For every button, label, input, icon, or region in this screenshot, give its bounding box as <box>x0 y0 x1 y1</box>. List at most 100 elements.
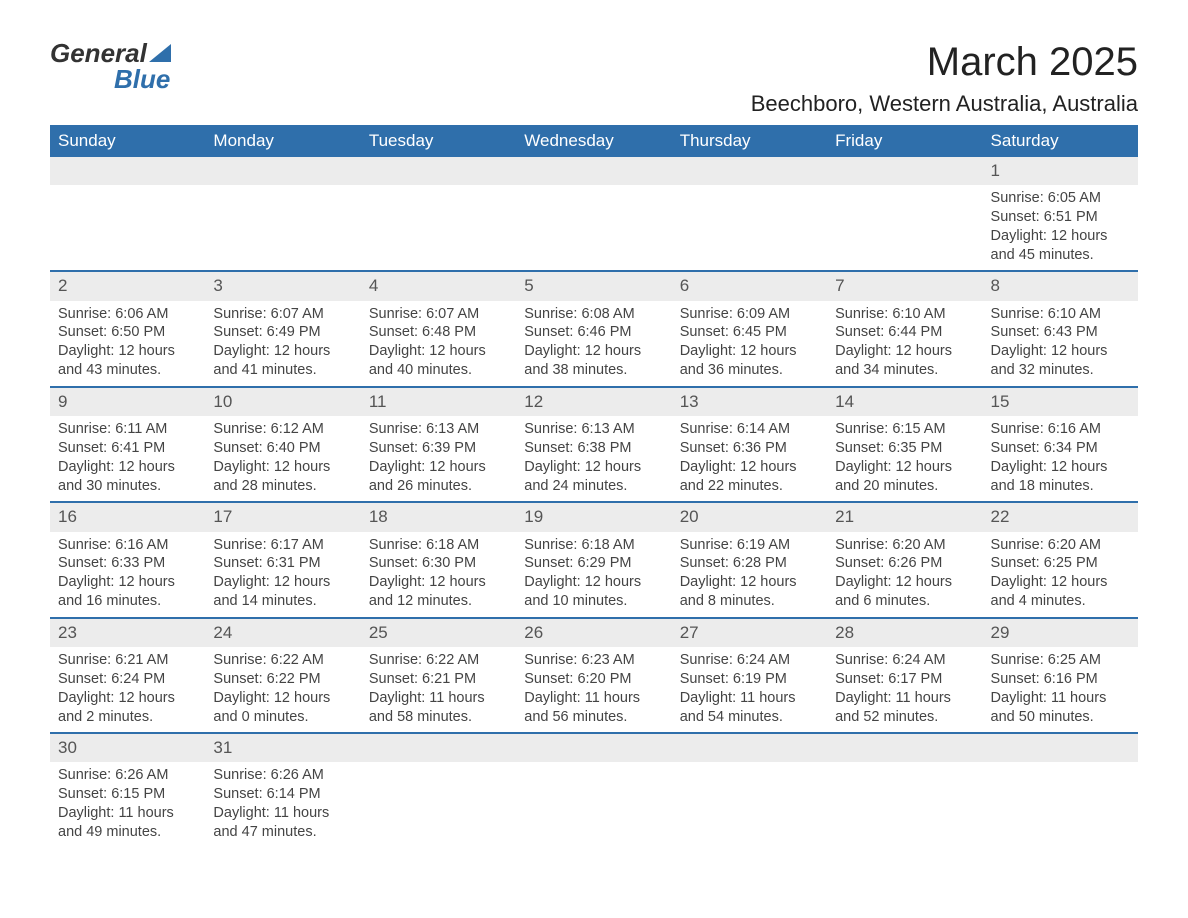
sunrise-text: Sunrise: 6:08 AM <box>524 305 663 324</box>
sunset-text: Sunset: 6:44 PM <box>835 323 974 342</box>
day-number-row: 9101112131415 <box>50 387 1138 416</box>
day-detail-cell: Sunrise: 6:20 AMSunset: 6:25 PMDaylight:… <box>983 532 1138 618</box>
sunset-text: Sunset: 6:45 PM <box>680 323 819 342</box>
sunset-text: Sunset: 6:48 PM <box>369 323 508 342</box>
sunrise-text: Sunrise: 6:24 AM <box>680 651 819 670</box>
day-number-cell <box>983 733 1138 762</box>
daylight-text: Daylight: 11 hours and 47 minutes. <box>213 804 352 842</box>
sunrise-text: Sunrise: 6:17 AM <box>213 536 352 555</box>
day-detail-cell <box>672 185 827 271</box>
sunset-text: Sunset: 6:29 PM <box>524 554 663 573</box>
sunrise-text: Sunrise: 6:19 AM <box>680 536 819 555</box>
day-detail-cell <box>50 185 205 271</box>
daylight-text: Daylight: 12 hours and 2 minutes. <box>58 689 197 727</box>
day-detail-row: Sunrise: 6:06 AMSunset: 6:50 PMDaylight:… <box>50 301 1138 387</box>
day-detail-cell: Sunrise: 6:13 AMSunset: 6:39 PMDaylight:… <box>361 416 516 502</box>
day-detail-cell: Sunrise: 6:26 AMSunset: 6:14 PMDaylight:… <box>205 762 360 847</box>
sunset-text: Sunset: 6:49 PM <box>213 323 352 342</box>
sunrise-text: Sunrise: 6:23 AM <box>524 651 663 670</box>
weekday-header: Friday <box>827 125 982 157</box>
day-detail-cell: Sunrise: 6:16 AMSunset: 6:34 PMDaylight:… <box>983 416 1138 502</box>
day-detail-cell: Sunrise: 6:15 AMSunset: 6:35 PMDaylight:… <box>827 416 982 502</box>
sunrise-text: Sunrise: 6:18 AM <box>524 536 663 555</box>
daylight-text: Daylight: 11 hours and 56 minutes. <box>524 689 663 727</box>
day-number-row: 16171819202122 <box>50 502 1138 531</box>
sunrise-text: Sunrise: 6:05 AM <box>991 189 1130 208</box>
daylight-text: Daylight: 12 hours and 41 minutes. <box>213 342 352 380</box>
daylight-text: Daylight: 12 hours and 18 minutes. <box>991 458 1130 496</box>
sunset-text: Sunset: 6:36 PM <box>680 439 819 458</box>
day-number-cell: 16 <box>50 502 205 531</box>
weekday-header: Saturday <box>983 125 1138 157</box>
day-detail-cell: Sunrise: 6:08 AMSunset: 6:46 PMDaylight:… <box>516 301 671 387</box>
daylight-text: Daylight: 12 hours and 43 minutes. <box>58 342 197 380</box>
daylight-text: Daylight: 11 hours and 58 minutes. <box>369 689 508 727</box>
day-number-cell: 19 <box>516 502 671 531</box>
day-detail-cell: Sunrise: 6:22 AMSunset: 6:22 PMDaylight:… <box>205 647 360 733</box>
sunset-text: Sunset: 6:30 PM <box>369 554 508 573</box>
day-detail-cell <box>516 185 671 271</box>
day-number-cell <box>361 157 516 185</box>
day-detail-cell: Sunrise: 6:10 AMSunset: 6:43 PMDaylight:… <box>983 301 1138 387</box>
day-detail-cell <box>983 762 1138 847</box>
day-number-cell <box>361 733 516 762</box>
calendar-table: Sunday Monday Tuesday Wednesday Thursday… <box>50 125 1138 848</box>
weekday-header-row: Sunday Monday Tuesday Wednesday Thursday… <box>50 125 1138 157</box>
sunrise-text: Sunrise: 6:21 AM <box>58 651 197 670</box>
sunrise-text: Sunrise: 6:22 AM <box>213 651 352 670</box>
sunrise-text: Sunrise: 6:20 AM <box>835 536 974 555</box>
sunrise-text: Sunrise: 6:25 AM <box>991 651 1130 670</box>
day-detail-cell <box>361 185 516 271</box>
sunrise-text: Sunrise: 6:16 AM <box>58 536 197 555</box>
day-number-cell <box>827 733 982 762</box>
sunset-text: Sunset: 6:17 PM <box>835 670 974 689</box>
day-number-cell: 13 <box>672 387 827 416</box>
day-detail-cell: Sunrise: 6:24 AMSunset: 6:17 PMDaylight:… <box>827 647 982 733</box>
daylight-text: Daylight: 12 hours and 40 minutes. <box>369 342 508 380</box>
day-number-cell: 28 <box>827 618 982 647</box>
day-detail-cell: Sunrise: 6:06 AMSunset: 6:50 PMDaylight:… <box>50 301 205 387</box>
month-title: March 2025 <box>751 40 1138 85</box>
title-block: March 2025 Beechboro, Western Australia,… <box>751 40 1138 117</box>
sunrise-text: Sunrise: 6:10 AM <box>991 305 1130 324</box>
day-number-cell <box>516 733 671 762</box>
day-detail-cell: Sunrise: 6:07 AMSunset: 6:48 PMDaylight:… <box>361 301 516 387</box>
sunset-text: Sunset: 6:25 PM <box>991 554 1130 573</box>
brand-line1: General <box>50 40 147 66</box>
day-detail-cell: Sunrise: 6:09 AMSunset: 6:45 PMDaylight:… <box>672 301 827 387</box>
day-detail-cell: Sunrise: 6:14 AMSunset: 6:36 PMDaylight:… <box>672 416 827 502</box>
daylight-text: Daylight: 11 hours and 52 minutes. <box>835 689 974 727</box>
daylight-text: Daylight: 12 hours and 10 minutes. <box>524 573 663 611</box>
day-detail-cell: Sunrise: 6:16 AMSunset: 6:33 PMDaylight:… <box>50 532 205 618</box>
sunset-text: Sunset: 6:24 PM <box>58 670 197 689</box>
sunrise-text: Sunrise: 6:22 AM <box>369 651 508 670</box>
day-detail-cell: Sunrise: 6:12 AMSunset: 6:40 PMDaylight:… <box>205 416 360 502</box>
sunrise-text: Sunrise: 6:14 AM <box>680 420 819 439</box>
daylight-text: Daylight: 12 hours and 8 minutes. <box>680 573 819 611</box>
day-detail-cell: Sunrise: 6:24 AMSunset: 6:19 PMDaylight:… <box>672 647 827 733</box>
sunset-text: Sunset: 6:21 PM <box>369 670 508 689</box>
day-number-cell: 30 <box>50 733 205 762</box>
day-detail-cell <box>516 762 671 847</box>
daylight-text: Daylight: 12 hours and 45 minutes. <box>991 227 1130 265</box>
sunset-text: Sunset: 6:46 PM <box>524 323 663 342</box>
day-detail-cell: Sunrise: 6:05 AMSunset: 6:51 PMDaylight:… <box>983 185 1138 271</box>
day-number-cell <box>827 157 982 185</box>
sunrise-text: Sunrise: 6:07 AM <box>213 305 352 324</box>
day-number-cell: 24 <box>205 618 360 647</box>
day-number-cell: 17 <box>205 502 360 531</box>
day-number-row: 2345678 <box>50 271 1138 300</box>
day-number-cell: 23 <box>50 618 205 647</box>
day-detail-row: Sunrise: 6:16 AMSunset: 6:33 PMDaylight:… <box>50 532 1138 618</box>
day-number-cell <box>516 157 671 185</box>
weekday-header: Tuesday <box>361 125 516 157</box>
sunset-text: Sunset: 6:15 PM <box>58 785 197 804</box>
daylight-text: Daylight: 12 hours and 24 minutes. <box>524 458 663 496</box>
daylight-text: Daylight: 12 hours and 0 minutes. <box>213 689 352 727</box>
sunrise-text: Sunrise: 6:18 AM <box>369 536 508 555</box>
day-number-cell: 11 <box>361 387 516 416</box>
weekday-header: Wednesday <box>516 125 671 157</box>
day-detail-row: Sunrise: 6:21 AMSunset: 6:24 PMDaylight:… <box>50 647 1138 733</box>
day-detail-cell <box>827 185 982 271</box>
daylight-text: Daylight: 12 hours and 12 minutes. <box>369 573 508 611</box>
